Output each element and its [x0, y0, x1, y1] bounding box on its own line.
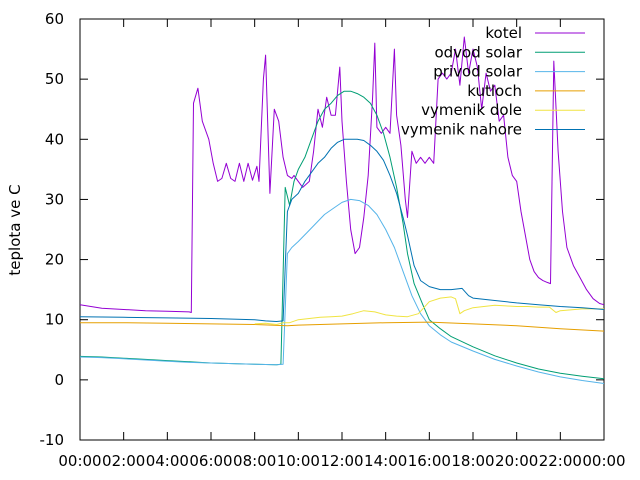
y-tick-label: 50 [45, 70, 64, 88]
x-tick-labels: 00:00 02:00 04:00 06:00 08:00 10:00 12:00 14:00… [58, 452, 625, 470]
x-tick-label: 16:00 [408, 452, 451, 470]
x-tick-label: 08:00 [233, 452, 276, 470]
x-tick-label: 18:00 [451, 452, 494, 470]
series-line-kotel [79, 36, 605, 313]
series-line-privod-solar [79, 198, 605, 384]
x-tick-label: 20:00 [495, 452, 538, 470]
x-tick-label: 22:00 [539, 452, 582, 470]
x-tick-label: 12:00 [320, 452, 363, 470]
y-tick-labels: -10 0 10 20 30 40 50 60 [40, 10, 65, 449]
x-tick-label: 10:00 [277, 452, 320, 470]
x-tick-label: 00:00 [58, 452, 101, 470]
axis-ticks [79, 18, 605, 441]
y-axis-title: teplota ve C [6, 184, 24, 275]
y-tick-label: 60 [45, 10, 64, 28]
series-line-vymenik-dole [254, 296, 604, 325]
y-tick-label: -10 [40, 431, 65, 449]
x-tick-label: 02:00 [102, 452, 145, 470]
plot-frame [79, 18, 605, 441]
legend-label: kotel [485, 24, 522, 42]
legend-label: kutloch [467, 82, 522, 100]
legend-label: odvod solar [434, 43, 522, 61]
legend-label: vymenik dole [421, 101, 522, 119]
y-tick-label: 10 [45, 311, 64, 329]
y-tick-label: 20 [45, 251, 64, 269]
y-tick-label: 40 [45, 130, 64, 148]
legend-label: vymenik nahore [401, 121, 522, 139]
legend-label: privod solar [433, 63, 523, 81]
series-line-vymenik-nahore [79, 138, 605, 322]
series-lines [79, 36, 605, 384]
x-tick-label: 04:00 [146, 452, 189, 470]
y-tick-label: 30 [45, 190, 64, 208]
series-line-kutloch [80, 321, 605, 332]
x-tick-label: 06:00 [189, 452, 232, 470]
y-tick-label: 0 [54, 371, 64, 389]
x-tick-label: 14:00 [364, 452, 407, 470]
x-tick-label: 00:00 [582, 452, 625, 470]
